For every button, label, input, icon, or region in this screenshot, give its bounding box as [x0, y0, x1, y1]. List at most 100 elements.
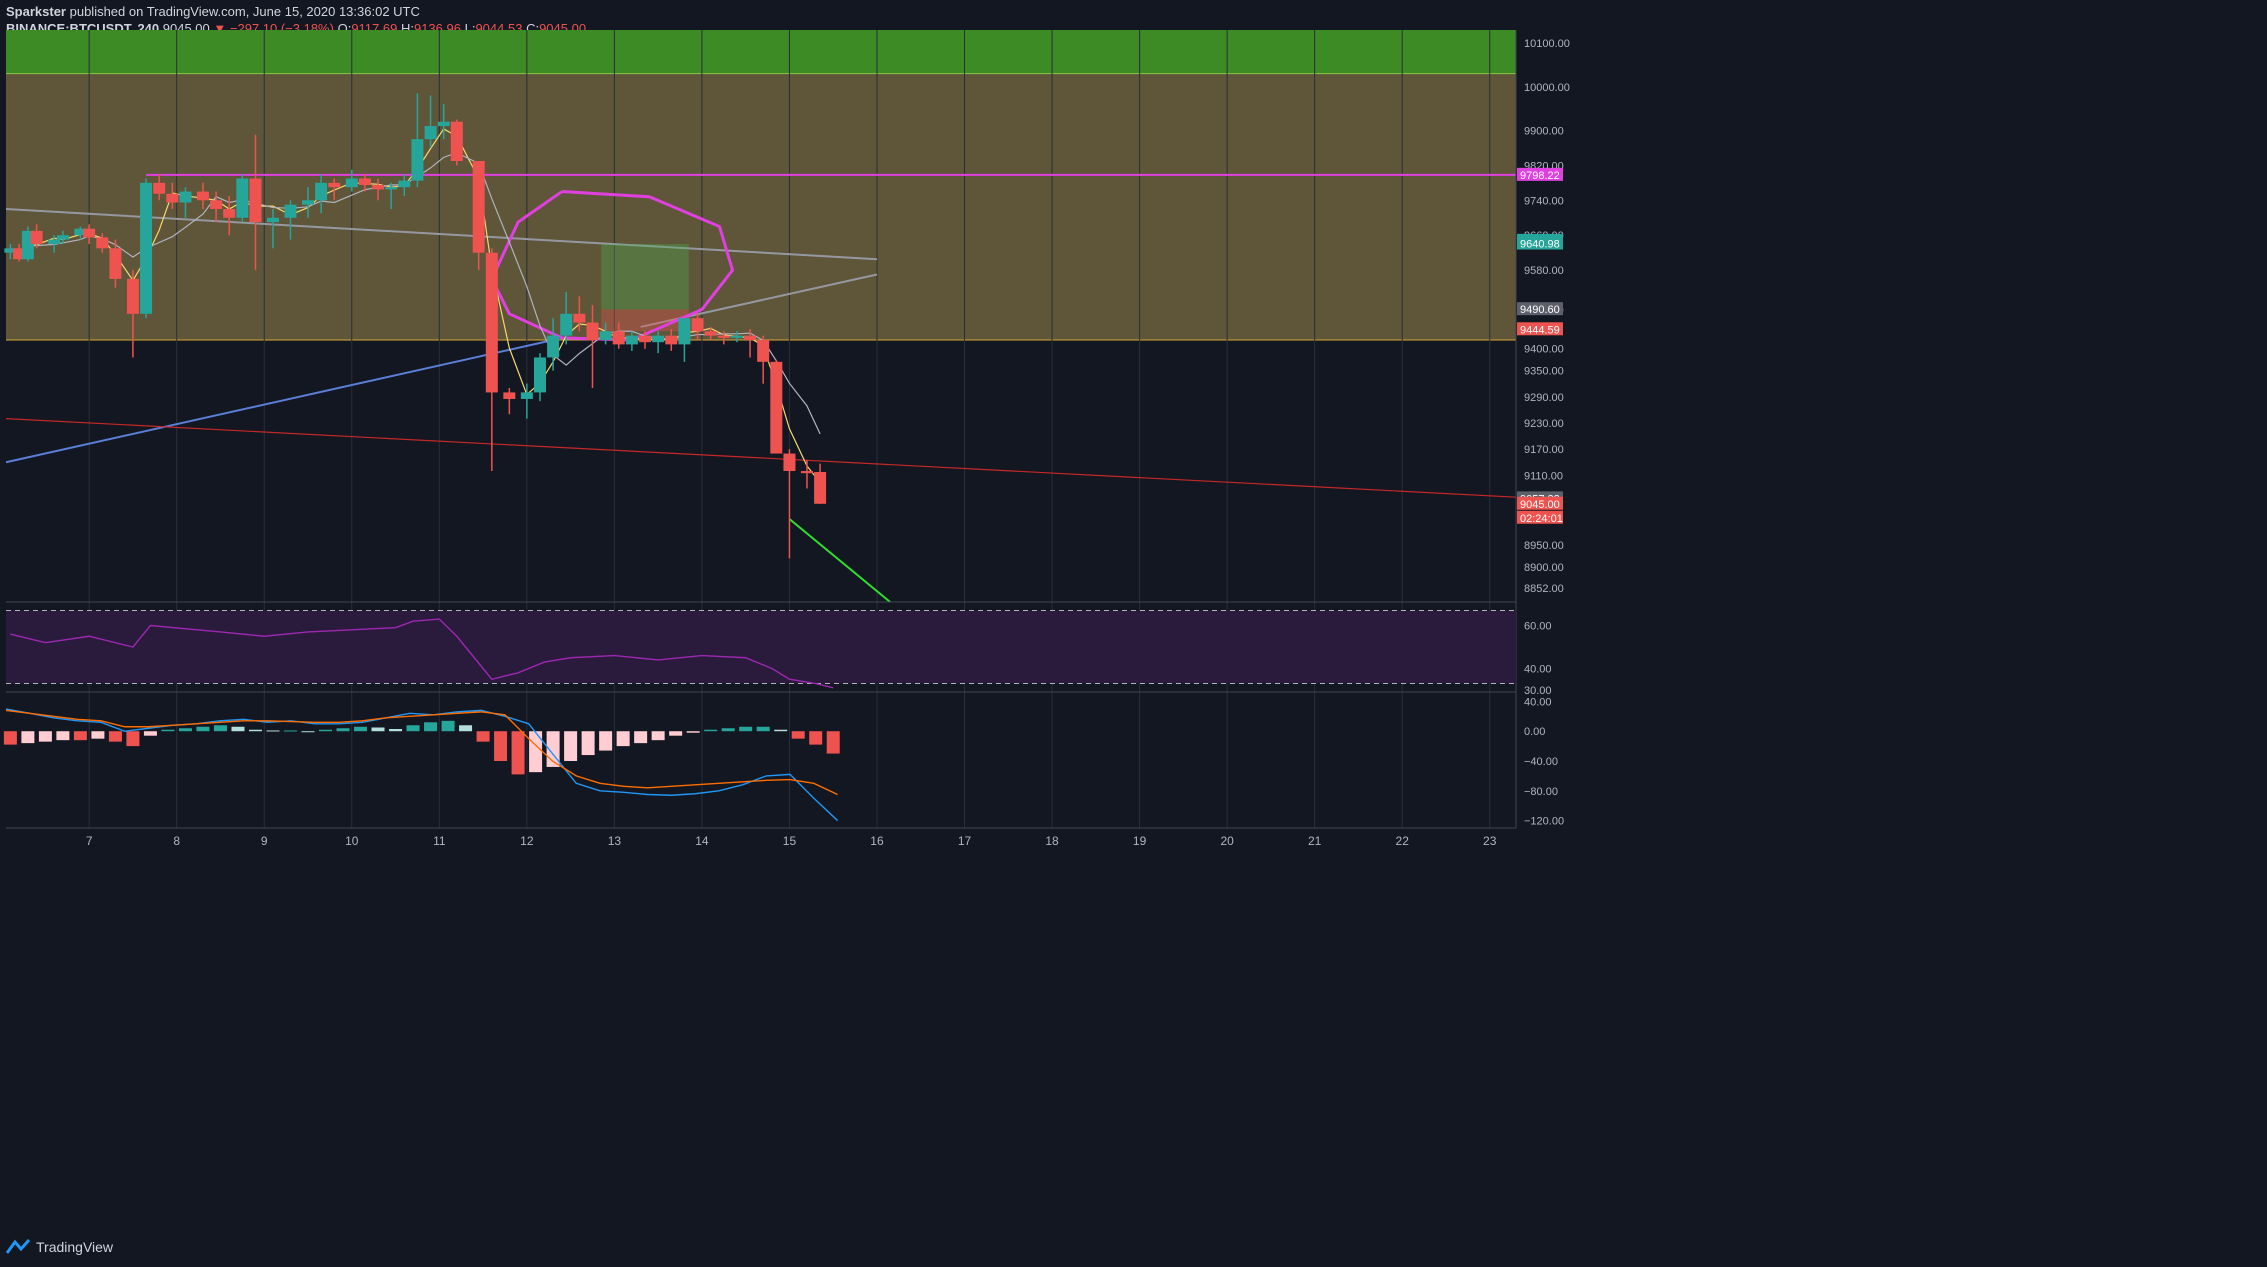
- macd-histogram-bar: [108, 731, 122, 742]
- macd-histogram-bar: [248, 729, 262, 732]
- candle-body: [109, 248, 122, 279]
- macd-histogram-bar: [704, 729, 718, 732]
- candle-body: [30, 230, 43, 244]
- price-tag-label: 9640.98: [1520, 239, 1560, 251]
- price-tick-label: 9400.00: [1524, 344, 1564, 356]
- candle-body: [800, 471, 813, 474]
- macd-line: [5, 708, 839, 822]
- macd-histogram-bar: [511, 731, 525, 775]
- macd-histogram-bar: [669, 731, 683, 736]
- macd-histogram-bar: [73, 731, 87, 741]
- macd-histogram-bar: [616, 731, 630, 747]
- candle-body: [153, 182, 166, 194]
- price-tag: [1517, 302, 1563, 316]
- price-zone-0: [6, 30, 1516, 74]
- rsi-tick-label: 60.00: [1524, 621, 1552, 633]
- macd-histogram-bar: [266, 730, 280, 732]
- macd-histogram-bar: [599, 731, 613, 751]
- tradingview-logo-icon: [6, 1239, 30, 1254]
- trendline-green: [788, 518, 891, 603]
- candle-body: [665, 335, 678, 345]
- trendline-red: [5, 418, 1517, 498]
- candle-body: [814, 472, 827, 504]
- brand-name[interactable]: TradingView: [36, 1239, 114, 1255]
- candle-body: [345, 178, 358, 188]
- macd-histogram-bar: [686, 731, 700, 733]
- candle-body: [612, 331, 625, 345]
- macd-histogram-bar: [424, 722, 438, 732]
- macd-histogram-bar: [634, 731, 648, 744]
- candle-body: [424, 126, 437, 140]
- price-tick-label: 8852.00: [1524, 583, 1564, 595]
- macd-histogram-bar: [143, 731, 157, 736]
- price-tag-label: 9490.60: [1520, 304, 1560, 316]
- candle-body: [652, 335, 665, 343]
- candle-body: [83, 228, 96, 238]
- author-name[interactable]: Sparkster: [6, 4, 66, 19]
- macd-histogram-bar: [319, 729, 333, 732]
- candle-body: [704, 331, 717, 336]
- time-tick-label: 16: [870, 834, 884, 848]
- macd-histogram-bar: [651, 731, 665, 741]
- time-tick-label: 19: [1133, 834, 1147, 848]
- candle-body: [717, 335, 730, 338]
- macd-histogram-bar: [91, 731, 105, 739]
- price-tick-label: 10100.00: [1524, 38, 1570, 50]
- time-tick-label: 14: [695, 834, 709, 848]
- macd-histogram-bar: [231, 726, 245, 732]
- time-tick-label: 15: [783, 834, 797, 848]
- macd-histogram-bar: [21, 731, 35, 744]
- candle-body: [140, 182, 153, 314]
- candle-body: [437, 121, 450, 127]
- candle-body: [398, 180, 411, 188]
- macd-signal-line: [5, 709, 838, 796]
- price-tag: [1517, 167, 1563, 181]
- candle-body: [472, 160, 485, 253]
- macd-histogram-bar: [178, 728, 192, 732]
- candle-body: [639, 335, 652, 343]
- time-tick-label: 22: [1396, 834, 1410, 848]
- macd-histogram-bar: [283, 730, 297, 732]
- long-position-profit-zone: [601, 243, 689, 310]
- price-tag-label: 9798.22: [1520, 170, 1560, 182]
- countdown-tag: [1517, 510, 1563, 524]
- price-tick-label: 9740.00: [1524, 195, 1564, 207]
- macd-histogram-bar: [161, 729, 175, 732]
- rsi-line: [10, 618, 834, 689]
- price-tick-label: 9900.00: [1524, 125, 1564, 137]
- candle-body: [450, 121, 463, 161]
- time-tick-label: 18: [1045, 834, 1059, 848]
- candle-body: [196, 191, 209, 201]
- candle-body: [48, 239, 61, 244]
- macd-histogram-bar: [494, 731, 508, 761]
- published-text: published on TradingView.com, June 15, 2…: [69, 4, 420, 19]
- candle-body: [223, 209, 236, 218]
- price-tag: [1517, 236, 1563, 250]
- candle-body: [757, 340, 770, 362]
- macd-histogram-bar: [476, 731, 490, 742]
- time-tick-label: 7: [86, 834, 93, 848]
- macd-histogram-bar: [406, 725, 420, 732]
- macd-histogram-bar: [371, 727, 385, 732]
- candle-body: [770, 361, 783, 454]
- candle-body: [315, 182, 328, 201]
- macd-histogram-bar: [791, 731, 805, 739]
- price-tick-label: 8950.00: [1524, 540, 1564, 552]
- price-tick-label: 9110.00: [1524, 470, 1563, 482]
- macd-histogram-bar: [809, 731, 823, 745]
- candle-body: [166, 193, 179, 203]
- time-tick-label: 10: [345, 834, 359, 848]
- rsi-tick-label: 30.00: [1524, 685, 1552, 697]
- time-tick-label: 8: [173, 834, 180, 848]
- candle-body: [783, 453, 796, 472]
- macd-histogram-bar: [301, 731, 315, 733]
- candle-body: [372, 185, 385, 190]
- low-label: L:: [464, 21, 476, 36]
- candle-body: [560, 313, 573, 336]
- time-tick-label: 12: [520, 834, 534, 848]
- candle-body: [586, 322, 599, 341]
- candle-body: [56, 235, 69, 240]
- candle-body: [520, 392, 533, 399]
- time-tick-label: 20: [1220, 834, 1234, 848]
